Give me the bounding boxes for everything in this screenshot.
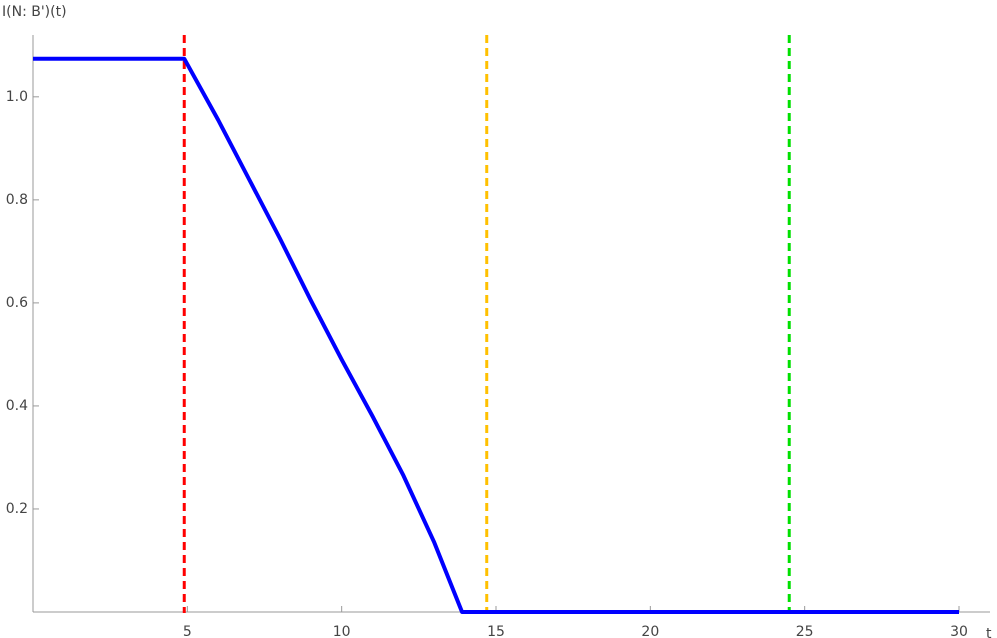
x-tick-label: 25 xyxy=(796,624,814,638)
x-tick-label: 15 xyxy=(487,624,505,638)
y-tick-label: 0.8 xyxy=(6,192,28,208)
x-tick-label: 30 xyxy=(950,624,968,638)
y-axis-label: I(N: B')(t) xyxy=(2,4,67,20)
y-tick-label: 1.0 xyxy=(6,89,28,105)
x-tick-label: 20 xyxy=(641,624,659,638)
x-axis-label: t xyxy=(986,626,992,638)
x-tick-label: 5 xyxy=(183,624,192,638)
data-line xyxy=(33,56,959,614)
y-tick-label: 0.4 xyxy=(6,398,28,414)
y-tick-label: 0.2 xyxy=(6,501,28,517)
x-tick-label: 10 xyxy=(333,624,351,638)
y-tick-label: 0.6 xyxy=(6,295,28,311)
